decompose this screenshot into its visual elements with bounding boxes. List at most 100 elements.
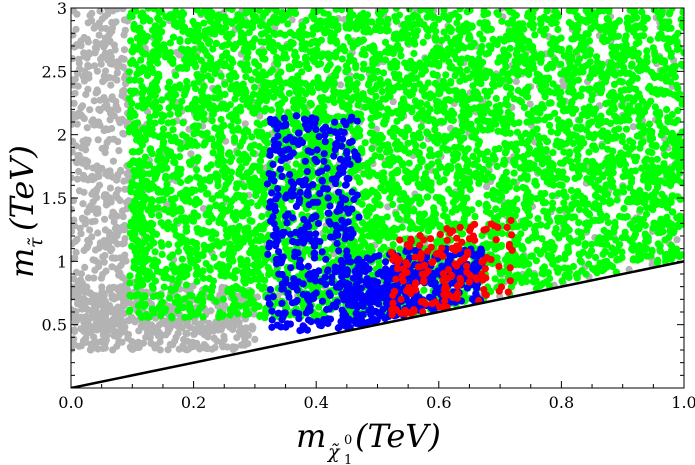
data-point bbox=[81, 315, 89, 323]
data-point bbox=[615, 125, 623, 133]
data-point bbox=[71, 76, 77, 84]
data-point bbox=[101, 75, 109, 84]
data-point bbox=[407, 88, 416, 96]
data-point bbox=[565, 130, 573, 138]
data-point bbox=[205, 218, 213, 226]
data-point bbox=[389, 98, 397, 106]
data-point bbox=[109, 157, 117, 165]
data-point bbox=[674, 107, 682, 115]
data-point bbox=[101, 226, 109, 234]
data-point bbox=[534, 215, 542, 223]
data-point bbox=[71, 223, 76, 231]
data-point bbox=[531, 50, 539, 58]
data-point bbox=[129, 148, 138, 156]
data-point bbox=[135, 309, 143, 317]
data-point bbox=[84, 38, 92, 46]
data-point bbox=[419, 141, 427, 150]
data-point bbox=[183, 329, 191, 338]
data-point bbox=[108, 93, 116, 101]
data-point bbox=[106, 116, 114, 124]
data-point bbox=[325, 54, 333, 62]
data-point bbox=[84, 274, 93, 282]
data-point bbox=[202, 344, 210, 352]
data-point bbox=[429, 22, 437, 30]
data-point bbox=[74, 156, 82, 164]
data-point bbox=[71, 148, 76, 156]
data-point bbox=[105, 286, 114, 294]
data-point bbox=[89, 176, 97, 184]
data-point bbox=[537, 56, 545, 64]
data-point bbox=[80, 336, 89, 344]
data-point bbox=[224, 30, 232, 38]
data-point bbox=[71, 89, 79, 97]
data-point bbox=[665, 233, 673, 241]
data-point bbox=[117, 261, 125, 270]
data-point bbox=[187, 343, 195, 351]
data-point bbox=[128, 314, 136, 322]
data-point bbox=[90, 121, 98, 129]
data-point bbox=[101, 339, 109, 347]
data-point bbox=[221, 80, 229, 88]
data-point bbox=[183, 48, 191, 56]
data-point bbox=[636, 131, 644, 140]
data-point bbox=[208, 117, 216, 125]
data-point bbox=[77, 104, 85, 112]
data-point bbox=[79, 156, 87, 164]
data-point bbox=[164, 328, 172, 337]
data-point bbox=[108, 24, 116, 32]
data-point bbox=[302, 60, 311, 68]
data-point bbox=[207, 323, 215, 331]
data-point bbox=[161, 49, 169, 57]
data-point bbox=[641, 197, 649, 205]
data-point bbox=[405, 8, 413, 13]
data-point bbox=[373, 200, 381, 208]
data-point bbox=[79, 200, 87, 208]
data-point bbox=[231, 137, 239, 145]
data-point bbox=[618, 137, 627, 146]
data-point bbox=[146, 118, 154, 126]
data-point bbox=[544, 16, 552, 24]
data-point bbox=[102, 170, 110, 178]
data-point bbox=[308, 55, 316, 63]
data-point bbox=[389, 241, 397, 249]
data-point bbox=[397, 52, 405, 60]
data-point bbox=[84, 61, 92, 69]
data-point bbox=[98, 283, 106, 291]
data-point bbox=[485, 156, 493, 165]
data-point bbox=[491, 275, 499, 283]
data-point bbox=[361, 139, 369, 147]
data-point bbox=[77, 270, 85, 278]
data-point bbox=[166, 39, 174, 47]
data-point bbox=[495, 145, 503, 153]
data-point bbox=[101, 215, 109, 223]
data-point bbox=[596, 210, 605, 218]
data-point bbox=[165, 240, 173, 248]
data-point bbox=[504, 71, 512, 79]
data-point bbox=[526, 100, 534, 108]
data-point bbox=[567, 186, 576, 195]
data-point bbox=[651, 49, 659, 57]
data-point bbox=[75, 167, 83, 176]
data-point bbox=[162, 172, 170, 180]
data-point bbox=[249, 149, 257, 157]
data-point bbox=[79, 215, 87, 224]
data-point bbox=[493, 162, 501, 170]
data-point bbox=[649, 206, 657, 214]
data-point bbox=[98, 144, 106, 153]
data-point bbox=[90, 274, 98, 282]
data-point bbox=[76, 224, 84, 232]
data-point bbox=[509, 178, 518, 186]
data-point bbox=[90, 97, 98, 105]
data-point bbox=[92, 38, 100, 46]
data-point bbox=[121, 185, 129, 193]
data-point bbox=[159, 125, 168, 133]
data-point bbox=[118, 320, 126, 328]
data-point bbox=[126, 76, 134, 84]
data-point bbox=[675, 132, 683, 140]
data-point bbox=[205, 274, 213, 283]
data-point bbox=[494, 10, 502, 18]
data-point bbox=[123, 297, 131, 305]
data-point bbox=[368, 145, 376, 153]
data-point bbox=[544, 87, 553, 95]
data-point bbox=[546, 121, 554, 129]
